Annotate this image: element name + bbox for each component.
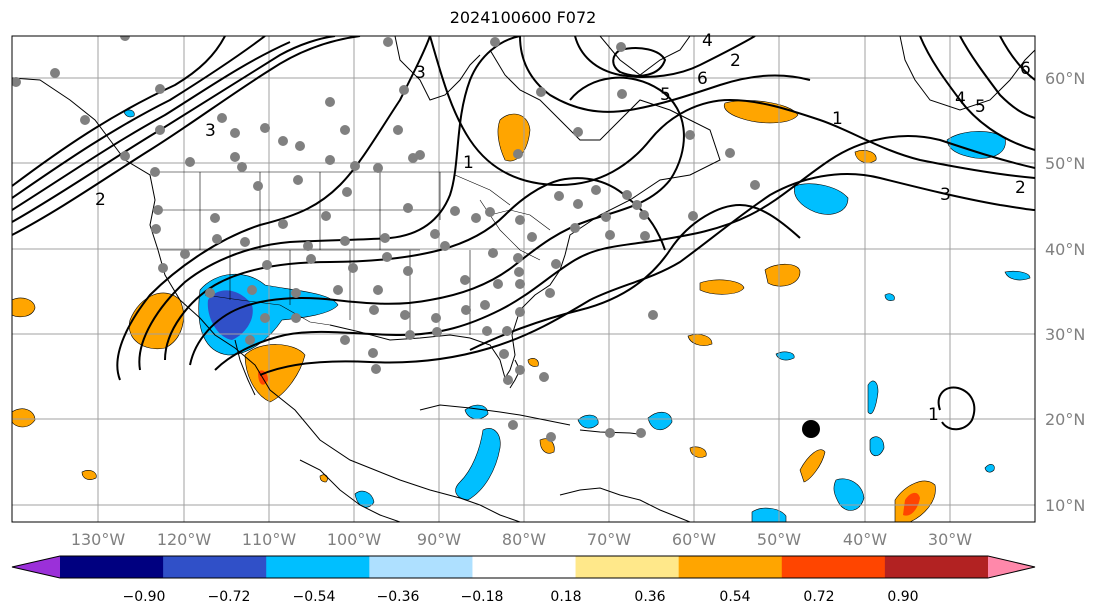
- observation-dots: [12, 36, 760, 442]
- figure-title: 2024100600 F072: [449, 8, 597, 27]
- lat-label: 40°N: [1045, 240, 1085, 259]
- colorbar-segment: [60, 556, 164, 578]
- lon-label: 40°W: [843, 530, 887, 549]
- contour-label: 3: [415, 63, 426, 83]
- colorbar-outline: [11, 555, 1036, 579]
- colorbar-segment: [575, 556, 680, 578]
- latitude-labels: 60°N 50°N 40°N 30°N 20°N 10°N: [1045, 69, 1085, 515]
- contour-label: 1: [928, 405, 939, 425]
- contour-label: 2: [95, 190, 106, 210]
- lat-label: 50°N: [1045, 154, 1085, 173]
- lon-label: 80°W: [502, 530, 546, 549]
- colorbar-extend-high: [988, 556, 1035, 578]
- colorbar-tick-label: −0.90: [123, 589, 166, 605]
- lon-label: 70°W: [587, 530, 631, 549]
- colorbar-tick-labels: −0.90 −0.72 −0.54 −0.36 −0.18 0.18 0.36 …: [123, 589, 919, 605]
- colorbar-tick-label: −0.54: [293, 589, 336, 605]
- colorbar-tick-label: 0.36: [634, 589, 665, 605]
- lat-label: 60°N: [1045, 69, 1085, 88]
- contour-label: 4: [955, 89, 966, 109]
- colorbar-segment: [369, 556, 473, 578]
- colorbar-segment: [678, 556, 783, 578]
- colorbar-extend-low: [12, 556, 60, 578]
- colorbar-tick-label: 0.18: [550, 589, 581, 605]
- colorbar-tick-label: 0.90: [887, 589, 918, 605]
- contour-label: 1: [463, 153, 474, 173]
- lon-label: 90°W: [417, 530, 461, 549]
- lon-label: 110°W: [242, 530, 297, 549]
- colorbar-segment: [781, 556, 886, 578]
- map-frame: [11, 35, 1036, 523]
- lat-label: 10°N: [1045, 496, 1085, 515]
- contour-label: 2: [1015, 178, 1026, 198]
- political-borders: [155, 171, 551, 335]
- lat-label: 20°N: [1045, 410, 1085, 429]
- colorbar-tick-label: 0.72: [803, 589, 834, 605]
- lat-lon-grid: [12, 36, 1035, 522]
- storm-center-marker: [802, 420, 820, 438]
- colorbar-segment: [472, 556, 577, 578]
- lon-label: 120°W: [157, 530, 212, 549]
- colorbar: [11, 555, 1036, 579]
- contour-label: 3: [205, 121, 216, 141]
- longitude-labels: 130°W 120°W 110°W 100°W 90°W 80°W 70°W 6…: [71, 530, 972, 549]
- colorbar-segment: [266, 556, 370, 578]
- strong-negative-shading: [207, 290, 253, 340]
- contour-labels: 2 3 1 2 3 4 5 6 1 2 3 4 5 6 1: [95, 31, 1031, 425]
- contour-label: 5: [660, 85, 671, 105]
- contour-label: 5: [975, 97, 986, 117]
- contour-label: 3: [940, 185, 951, 205]
- lon-label: 30°W: [928, 530, 972, 549]
- contour-label: 6: [1020, 59, 1031, 79]
- lon-label: 100°W: [327, 530, 382, 549]
- contour-label: 1: [832, 109, 843, 129]
- colorbar-tick-label: −0.72: [208, 589, 251, 605]
- positive-anomaly-shading: [12, 100, 936, 522]
- lon-label: 60°W: [672, 530, 716, 549]
- contour-label: 6: [697, 69, 708, 89]
- colorbar-segment: [163, 556, 267, 578]
- colorbar-tick-label: 0.54: [719, 589, 750, 605]
- colorbar-segment: [884, 556, 989, 578]
- lon-label: 130°W: [71, 530, 126, 549]
- lon-label: 50°W: [757, 530, 801, 549]
- lat-label: 30°N: [1045, 325, 1085, 344]
- contour-label: 2: [730, 51, 741, 71]
- colorbar-tick-label: −0.36: [377, 589, 420, 605]
- contour-label: 4: [702, 31, 713, 51]
- colorbar-tick-label: −0.18: [461, 589, 504, 605]
